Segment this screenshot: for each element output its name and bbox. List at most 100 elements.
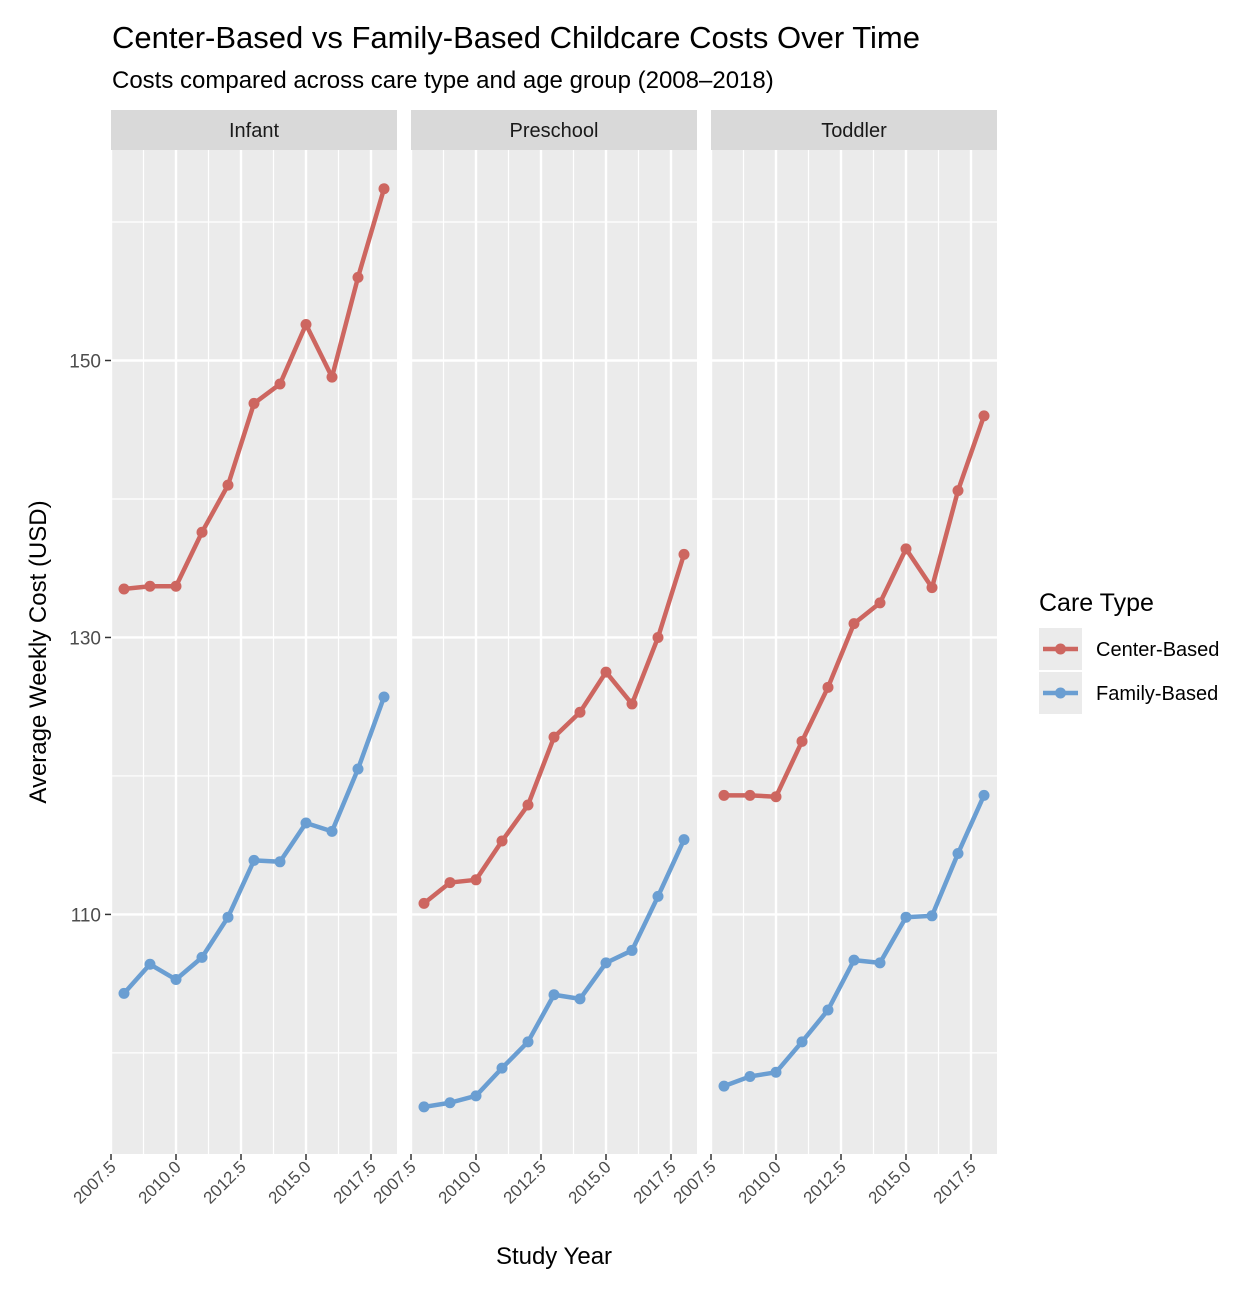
facet-strip-label: Infant bbox=[229, 120, 279, 142]
panel-background bbox=[711, 150, 997, 1154]
chart-title: Center-Based vs Family-Based Childcare C… bbox=[112, 20, 920, 55]
facet-panel-preschool: Preschool 2007.5 2010.0 2012.5 2015.0 2017.5 bbox=[370, 110, 697, 1208]
data-point bbox=[626, 698, 638, 710]
data-point bbox=[822, 1004, 834, 1016]
data-point bbox=[848, 618, 860, 630]
data-point bbox=[652, 890, 664, 902]
data-point bbox=[274, 856, 286, 868]
x-tick-label: 2010.0 bbox=[735, 1157, 785, 1207]
legend: Care Type Center-Based Family-Based bbox=[1039, 589, 1219, 714]
facet-panel-toddler: Toddler 2007.5 2010.0 2012.5 2015.0 2017.5 bbox=[670, 110, 997, 1208]
data-point bbox=[378, 691, 390, 703]
data-point bbox=[652, 631, 664, 643]
x-tick-label: 2012.5 bbox=[500, 1157, 550, 1207]
data-point bbox=[900, 543, 912, 555]
data-point bbox=[222, 911, 234, 923]
data-point bbox=[352, 271, 364, 283]
data-point bbox=[770, 791, 782, 803]
y-axis: 110 130 150 bbox=[69, 351, 111, 926]
facet-strip-label: Preschool bbox=[510, 120, 599, 142]
data-point bbox=[822, 681, 834, 693]
legend-entry-family-based: Family-Based bbox=[1039, 672, 1218, 714]
data-point bbox=[926, 582, 938, 594]
panel-background bbox=[411, 150, 697, 1154]
facet-strip bbox=[111, 110, 397, 150]
legend-key-point bbox=[1055, 687, 1066, 699]
legend-title: Care Type bbox=[1039, 589, 1154, 617]
data-point bbox=[170, 974, 182, 986]
x-tick-label: 2017.5 bbox=[630, 1157, 680, 1207]
y-tick-label: 110 bbox=[71, 905, 101, 926]
data-point bbox=[796, 1036, 808, 1048]
y-tick-label: 150 bbox=[69, 351, 101, 372]
data-point bbox=[718, 1080, 730, 1092]
data-point bbox=[118, 583, 130, 595]
x-tick-label: 2007.5 bbox=[70, 1157, 120, 1207]
x-tick-label: 2015.0 bbox=[565, 1157, 615, 1207]
x-tick-label: 2007.5 bbox=[670, 1157, 720, 1207]
data-point bbox=[118, 987, 130, 999]
data-point bbox=[874, 957, 886, 969]
data-point bbox=[378, 183, 390, 195]
series-family-based bbox=[718, 789, 990, 1092]
y-tick-label: 130 bbox=[69, 628, 101, 649]
data-point bbox=[678, 548, 690, 560]
data-point bbox=[900, 911, 912, 923]
data-point bbox=[744, 1070, 756, 1082]
data-point bbox=[952, 485, 964, 497]
data-point bbox=[222, 479, 234, 491]
data-point bbox=[926, 910, 938, 922]
data-point bbox=[444, 877, 456, 889]
data-point bbox=[574, 993, 586, 1005]
series-center-based bbox=[418, 548, 690, 909]
data-point bbox=[744, 789, 756, 801]
data-point bbox=[300, 817, 312, 829]
data-point bbox=[574, 706, 586, 718]
data-point bbox=[352, 763, 364, 775]
data-point bbox=[548, 731, 560, 743]
x-tick-label: 2012.5 bbox=[200, 1157, 250, 1207]
data-point bbox=[848, 954, 860, 966]
legend-label: Center-Based bbox=[1096, 639, 1219, 661]
facet-panel-infant: Infant 2007.5 2010.0 2012.5 2015.0 2017.5 bbox=[70, 110, 397, 1208]
data-point bbox=[444, 1097, 456, 1109]
data-point bbox=[770, 1066, 782, 1078]
x-tick-label: 2010.0 bbox=[435, 1157, 485, 1207]
data-point bbox=[522, 799, 534, 811]
series-center-based bbox=[718, 410, 990, 803]
data-point bbox=[274, 378, 286, 390]
data-point bbox=[418, 897, 430, 909]
data-point bbox=[248, 854, 260, 866]
data-point bbox=[170, 580, 182, 592]
data-point bbox=[144, 580, 156, 592]
series-center-based bbox=[118, 183, 390, 595]
x-tick-label: 2015.0 bbox=[265, 1157, 315, 1207]
x-tick-label: 2015.0 bbox=[865, 1157, 915, 1207]
x-axis-label: Study Year bbox=[496, 1243, 612, 1270]
x-tick-label: 2010.0 bbox=[135, 1157, 185, 1207]
facet-strip-label: Toddler bbox=[821, 120, 887, 142]
series-family-based bbox=[118, 691, 390, 999]
legend-entry-center-based: Center-Based bbox=[1039, 628, 1219, 670]
data-point bbox=[496, 835, 508, 847]
legend-key-point bbox=[1055, 643, 1066, 655]
data-point bbox=[548, 989, 560, 1001]
facet-strip bbox=[411, 110, 697, 150]
series-family-based bbox=[418, 834, 690, 1113]
data-point bbox=[718, 789, 730, 801]
facet-strip bbox=[711, 110, 997, 150]
data-point bbox=[952, 847, 964, 859]
data-point bbox=[678, 834, 690, 846]
x-tick-label: 2007.5 bbox=[370, 1157, 420, 1207]
x-tick-label: 2012.5 bbox=[800, 1157, 850, 1207]
x-tick-label: 2017.5 bbox=[330, 1157, 380, 1207]
data-point bbox=[300, 318, 312, 330]
data-point bbox=[196, 951, 208, 963]
data-point bbox=[470, 1090, 482, 1102]
x-tick-label: 2017.5 bbox=[930, 1157, 980, 1207]
data-point bbox=[248, 397, 260, 409]
data-point bbox=[418, 1101, 430, 1113]
data-point bbox=[470, 874, 482, 886]
